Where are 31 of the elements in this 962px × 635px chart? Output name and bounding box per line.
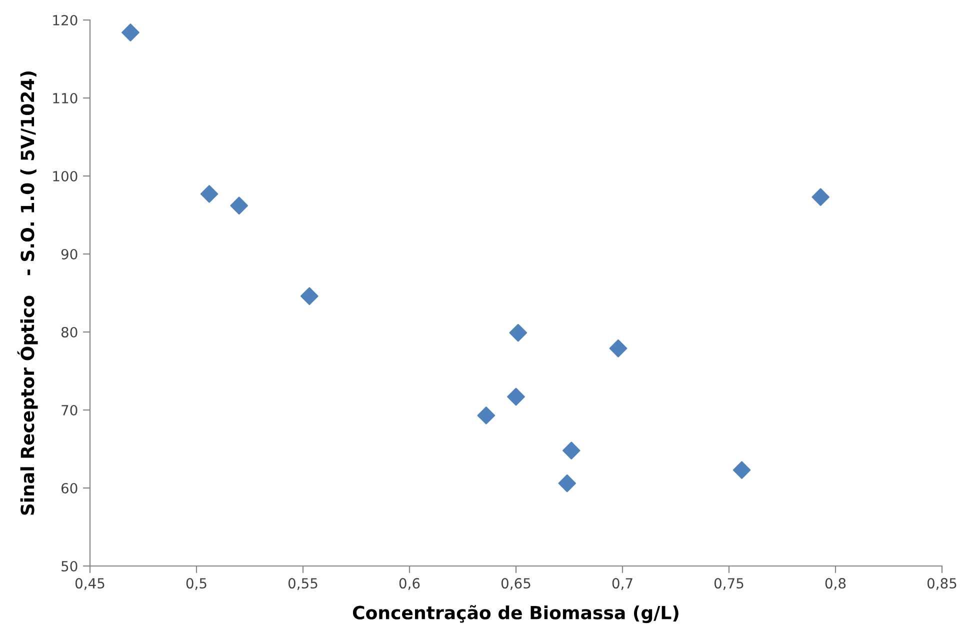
x-tick-label: 0,6 xyxy=(399,578,420,590)
y-axis-title: Sinal Receptor Óptico - S.O. 1.0 ( 5V/1024) xyxy=(17,71,38,515)
y-tick-label: 100 xyxy=(53,170,78,182)
point xyxy=(507,388,525,406)
y-tick-label: 90 xyxy=(61,248,78,260)
point xyxy=(200,185,218,203)
point xyxy=(300,287,318,306)
point xyxy=(562,442,580,460)
point xyxy=(230,196,248,215)
point xyxy=(609,339,628,358)
x-tick-label: 0,55 xyxy=(288,578,318,590)
point xyxy=(812,188,830,206)
x-tick-label: 0,85 xyxy=(927,578,956,590)
y-tick-label: 80 xyxy=(61,326,78,338)
y-tick-label: 60 xyxy=(61,482,78,494)
point xyxy=(732,461,751,479)
x-axis-title: Concentração de Biomassa (g/L) xyxy=(352,605,678,624)
x-tick-label: 0,5 xyxy=(186,578,206,590)
x-tick-label: 0,8 xyxy=(825,578,846,590)
y-tick-label: 110 xyxy=(53,92,78,104)
x-tick-label: 0,65 xyxy=(501,578,530,590)
point xyxy=(477,406,496,424)
y-tick-label: 120 xyxy=(53,14,78,26)
point xyxy=(509,324,528,342)
x-tick-label: 0,7 xyxy=(612,578,632,590)
point xyxy=(558,474,576,492)
x-tick-label: 0,45 xyxy=(75,578,104,590)
y-tick-label: 70 xyxy=(62,404,78,416)
point xyxy=(122,24,140,42)
x-tick-label: 0,75 xyxy=(714,578,744,590)
y-tick-label: 50 xyxy=(62,560,78,572)
